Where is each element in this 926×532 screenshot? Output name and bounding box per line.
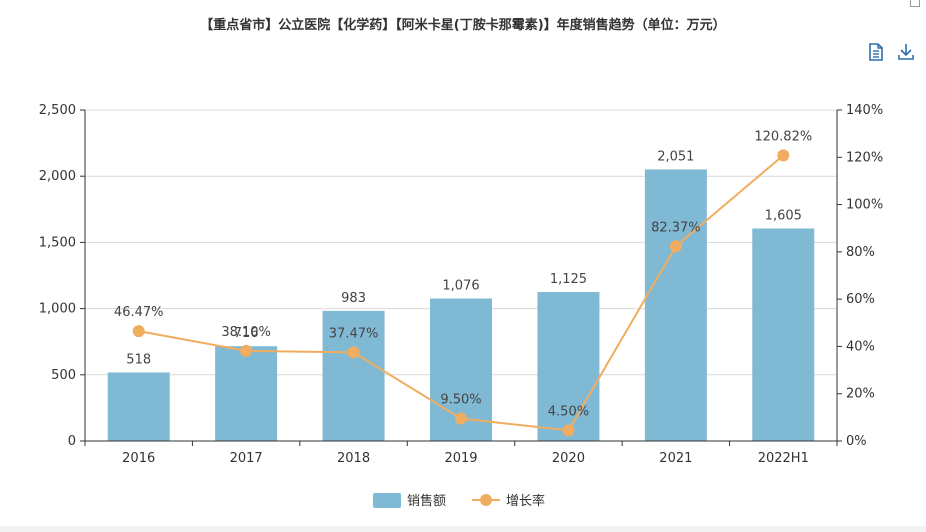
bar [752,228,815,441]
y-left-tick-label: 1,000 [39,302,76,317]
y-right-tick-label: 140% [846,103,883,118]
growth-rate-point [455,412,467,425]
y-right-tick-label: 120% [846,150,883,165]
growth-rate-point [562,424,575,437]
growth-rate-label: 46.47% [114,305,164,320]
growth-rate-label: 9.50% [440,393,481,408]
legend-line-marker [480,494,492,506]
bar-value-label: 518 [126,352,151,367]
y-right-tick-label: 40% [846,339,875,354]
bar-value-label: 1,605 [765,208,802,223]
bottom-scroll-strip [0,526,926,532]
growth-rate-point [132,325,145,338]
legend-line-label: 增长率 [506,493,545,509]
growth-rate-label: 4.50% [548,404,589,419]
growth-rate-point [669,240,682,253]
bar [215,346,278,441]
window-corner-mark [910,0,920,7]
y-right-tick-label: 80% [846,245,875,260]
y-left-tick-label: 500 [51,368,76,383]
x-tick-label: 2018 [337,451,370,466]
growth-rate-label: 37.47% [329,326,379,341]
y-right-tick-label: 20% [846,387,875,402]
growth-rate-label: 120.82% [754,129,812,144]
y-right-tick-label: 0% [846,434,867,449]
download-icon[interactable] [896,42,916,62]
growth-rate-point [347,346,360,359]
bar [644,169,707,441]
y-left-tick-label: 1,500 [39,235,76,250]
bar-value-label: 716 [234,326,259,341]
bar-value-label: 1,076 [442,279,479,294]
x-tick-label: 2021 [659,451,692,466]
bar-value-label: 1,125 [550,272,587,287]
bar [537,292,600,441]
data-view-icon[interactable] [866,42,886,62]
x-tick-label: 2016 [122,451,155,466]
y-left-tick-label: 0 [68,434,76,449]
growth-rate-point [777,149,790,162]
growth-rate-point [240,344,253,357]
y-right-tick-label: 60% [846,292,875,307]
x-tick-label: 2022H1 [758,451,809,466]
bar-value-label: 983 [341,291,366,306]
x-tick-label: 2019 [444,451,477,466]
growth-rate-label: 82.37% [651,220,701,235]
legend-bar-swatch [373,493,401,508]
y-right-tick-label: 100% [846,198,883,213]
chart-toolbar [866,42,916,62]
y-left-tick-label: 2,500 [39,103,76,118]
bar [322,310,385,441]
chart-title: 【重点省市】公立医院【化学药】【阿米卡星(丁胺卡那霉素)】年度销售趋势（单位：万… [200,18,726,33]
growth-rate-label: 38.10% [221,325,271,340]
y-left-tick-label: 2,000 [39,169,76,184]
x-tick-label: 2020 [552,451,585,466]
legend-bar-label: 销售额 [407,493,446,509]
bar-value-label: 2,051 [657,149,694,164]
x-tick-label: 2017 [230,451,263,466]
bar [107,372,170,441]
